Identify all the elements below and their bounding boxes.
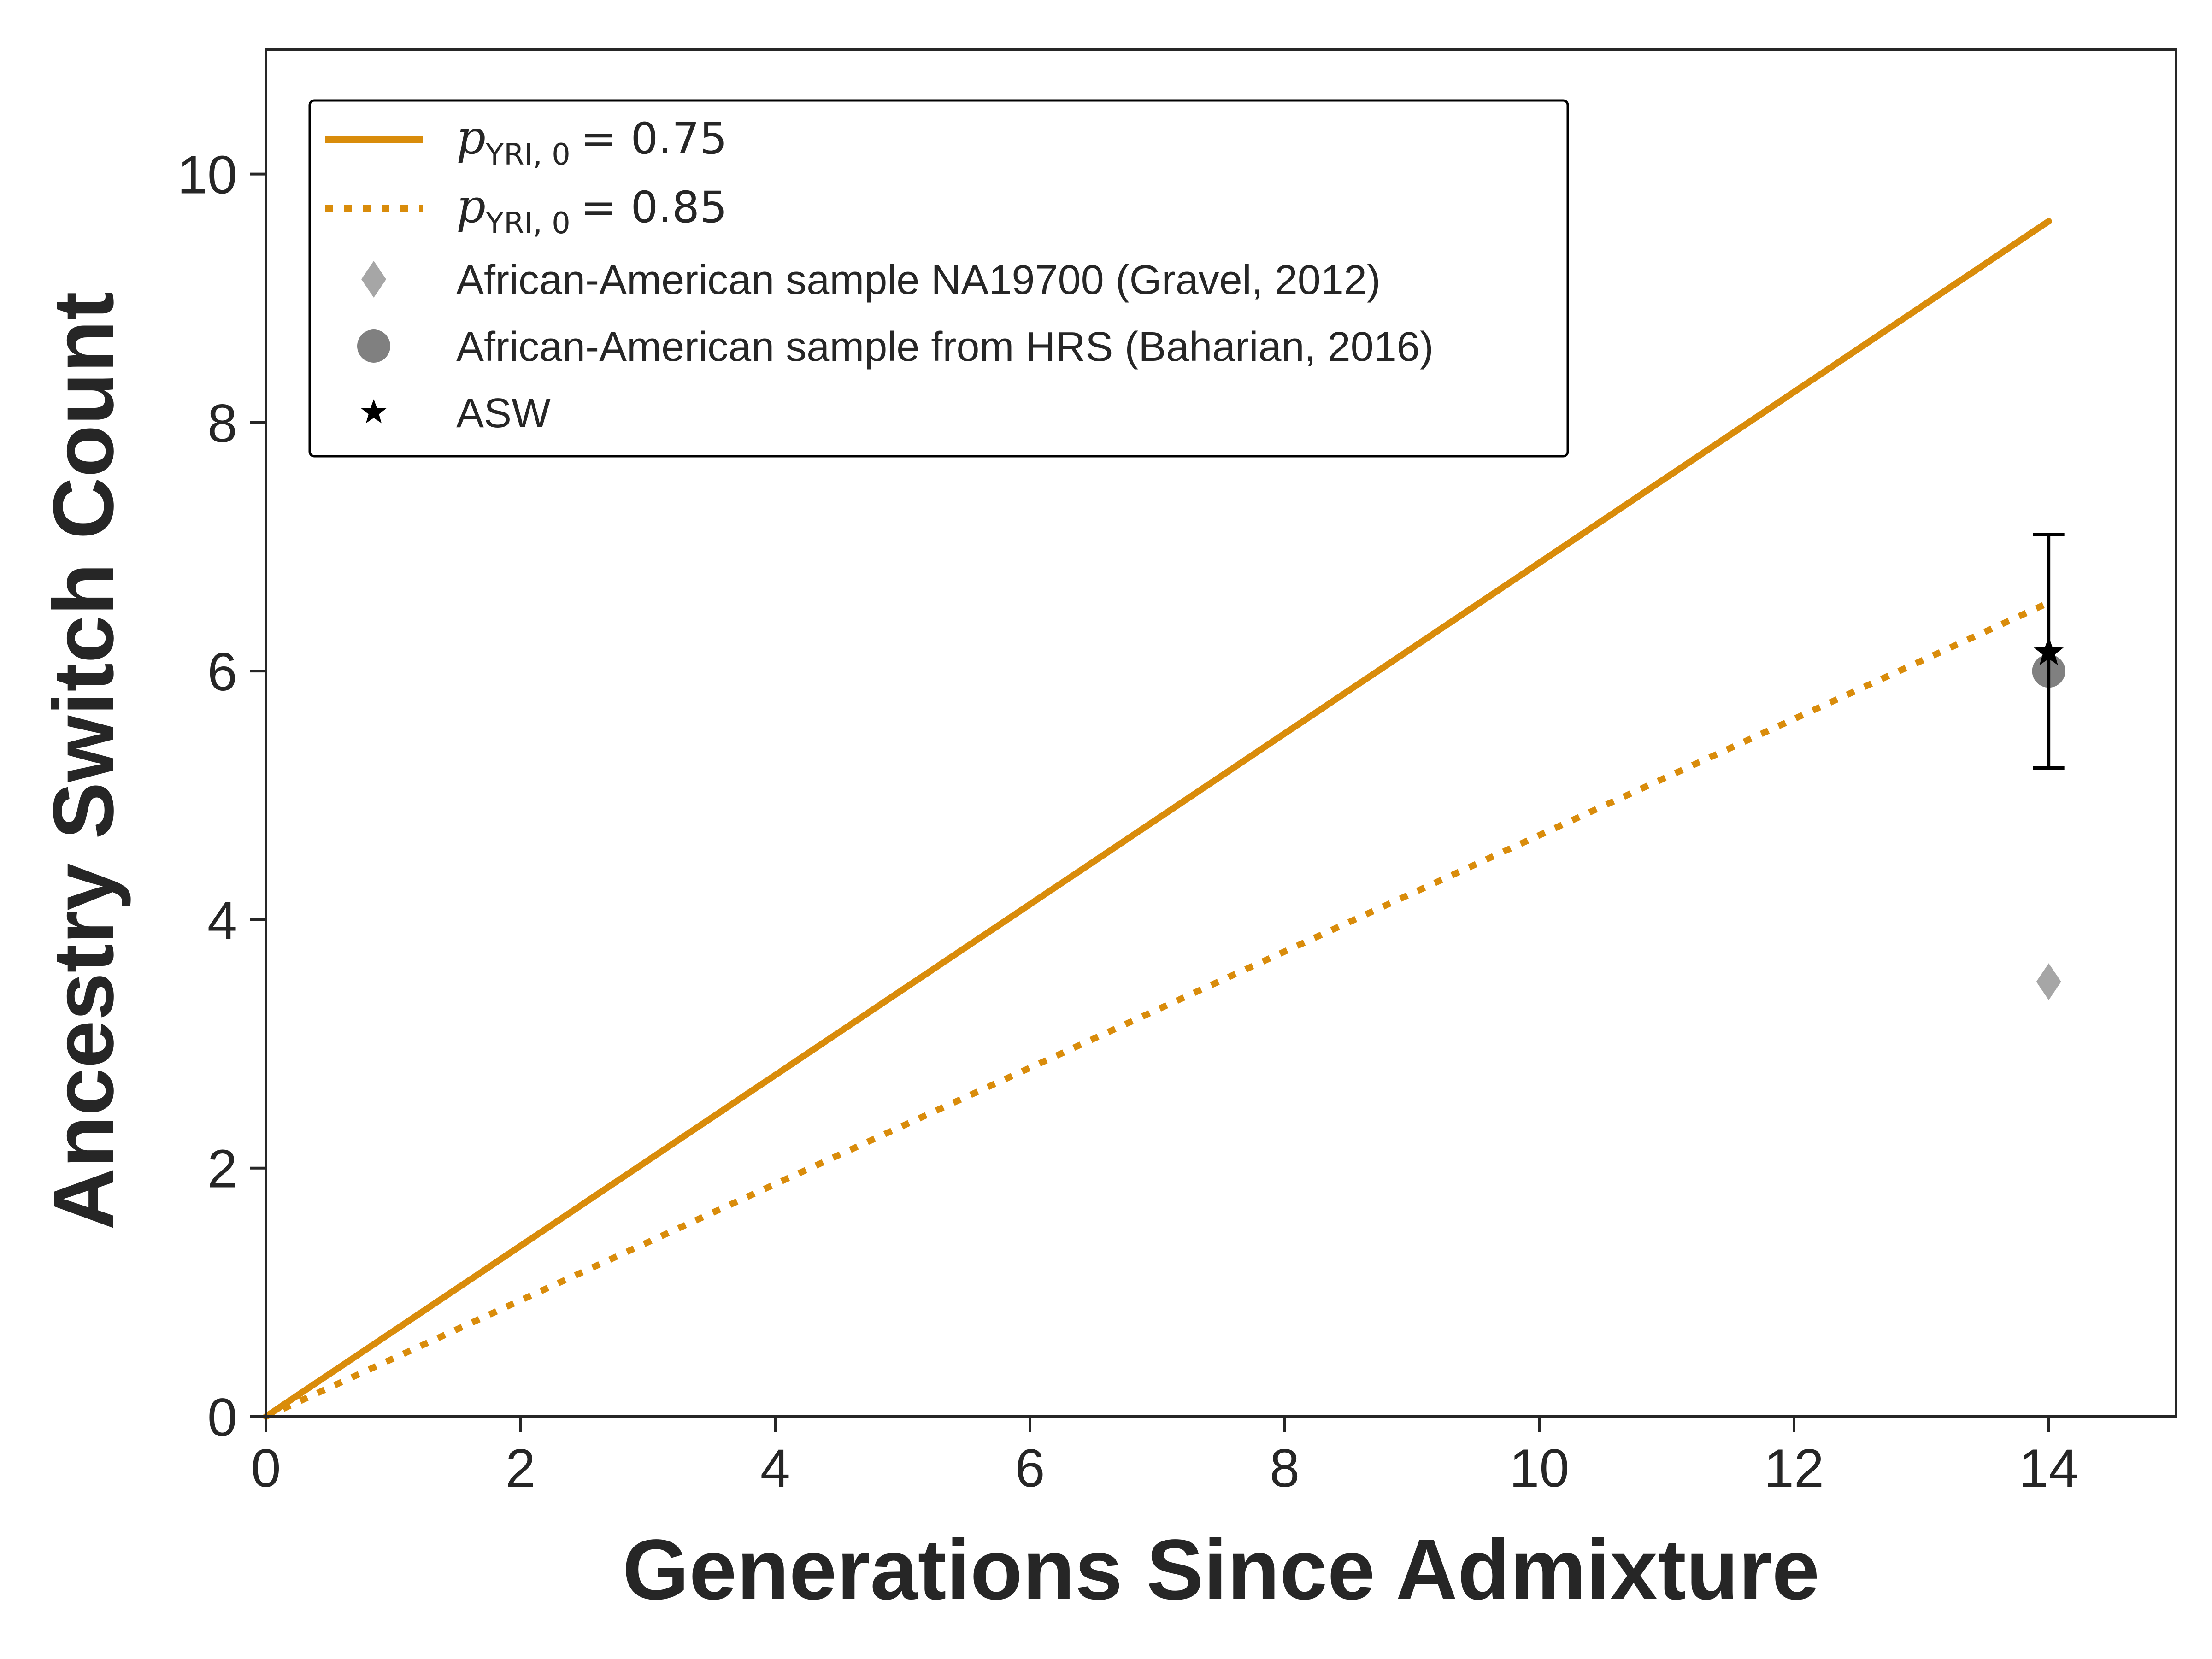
legend-label-star: ASW bbox=[456, 390, 551, 436]
y-tick-label: 0 bbox=[207, 1387, 237, 1447]
legend-math-rest: = 0.75 bbox=[581, 114, 727, 164]
legend-label-circle: African-American sample from HRS (Bahari… bbox=[456, 324, 1434, 370]
x-tick-label: 4 bbox=[760, 1438, 790, 1498]
legend-math-subscript: YRI, 0 bbox=[485, 206, 571, 241]
legend-math-variable: p bbox=[456, 111, 486, 165]
x-tick-label: 12 bbox=[1764, 1438, 1824, 1498]
y-tick-label: 8 bbox=[207, 393, 237, 453]
x-tick-label: 0 bbox=[251, 1438, 281, 1498]
legend-label-2: pYRI, 0 = 0.85 bbox=[456, 179, 727, 241]
series-line-2 bbox=[265, 600, 2050, 1420]
legend-label-1: pYRI, 0 = 0.75 bbox=[456, 111, 727, 172]
y-tick-label: 2 bbox=[207, 1139, 237, 1199]
legend-marker-star bbox=[361, 399, 387, 424]
legend-math-rest: = 0.85 bbox=[581, 182, 727, 233]
legend-marker-diamond bbox=[361, 261, 386, 298]
x-tick-label: 10 bbox=[1509, 1438, 1569, 1498]
series-line-1 bbox=[263, 218, 2052, 1420]
x-tick-label: 6 bbox=[1015, 1438, 1045, 1498]
x-axis-label: Generations Since Admixture bbox=[623, 1522, 1820, 1618]
axis-ticks: 0 2 4 6 8 10 12 14 0 2 4 6 8 10 bbox=[177, 145, 2079, 1498]
legend-math-variable: p bbox=[456, 179, 486, 233]
legend-label-diamond: African-American sample NA19700 (Gravel,… bbox=[456, 257, 1381, 303]
legend-marker-circle bbox=[357, 329, 390, 363]
y-tick-label: 6 bbox=[207, 641, 237, 702]
y-tick-label: 10 bbox=[177, 145, 237, 205]
data-point-star bbox=[2034, 636, 2064, 665]
y-tick-label: 4 bbox=[207, 890, 237, 950]
legend-box bbox=[308, 99, 1569, 458]
legend-math-subscript: YRI, 0 bbox=[485, 138, 571, 172]
y-axis-label: Ancestry Switch Count bbox=[36, 292, 131, 1230]
data-point-diamond bbox=[2036, 963, 2061, 1000]
plot-area bbox=[263, 48, 2177, 1420]
x-tick-label: 8 bbox=[1270, 1438, 1300, 1498]
x-tick-label: 14 bbox=[2019, 1438, 2079, 1498]
axes-frame bbox=[265, 48, 2177, 1418]
x-tick-label: 2 bbox=[506, 1438, 535, 1498]
